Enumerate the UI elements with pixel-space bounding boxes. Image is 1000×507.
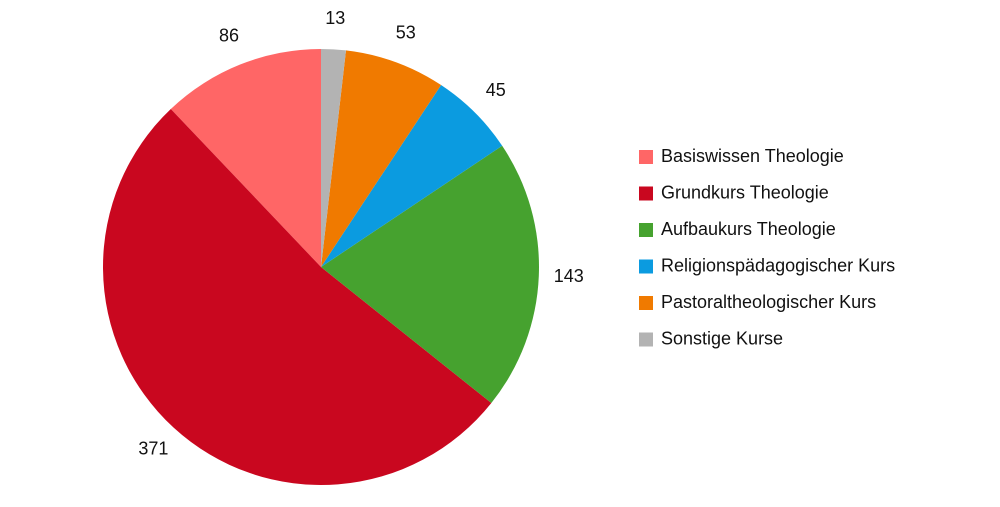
pie-slice	[321, 50, 442, 267]
pie-slice	[321, 85, 503, 268]
legend-swatch	[639, 332, 653, 347]
legend-swatch	[639, 186, 653, 201]
pie-slice	[321, 49, 346, 267]
legend-swatch	[639, 296, 653, 310]
data-label: 86	[219, 25, 239, 45]
data-label: 53	[396, 23, 416, 43]
legend-swatch	[639, 259, 653, 274]
legend-label: Grundkurs Theologie	[661, 182, 829, 202]
pie-slice	[170, 49, 321, 267]
data-label: 45	[486, 80, 506, 100]
data-label: 13	[325, 8, 345, 28]
data-label: 143	[554, 266, 584, 286]
pie-slice	[102, 108, 492, 486]
legend-label: Pastoraltheologischer Kurs	[661, 292, 876, 312]
data-label: 371	[138, 439, 168, 459]
legend-swatch	[639, 150, 653, 164]
legend-label: Basiswissen Theologie	[661, 146, 844, 166]
pie-slice	[321, 145, 539, 404]
legend-label: Aufbaukurs Theologie	[661, 219, 836, 239]
legend-label: Sonstige Kurse	[661, 328, 783, 348]
legend-swatch	[639, 223, 653, 237]
legend-label: Religionspädagogischer Kurs	[661, 255, 895, 275]
